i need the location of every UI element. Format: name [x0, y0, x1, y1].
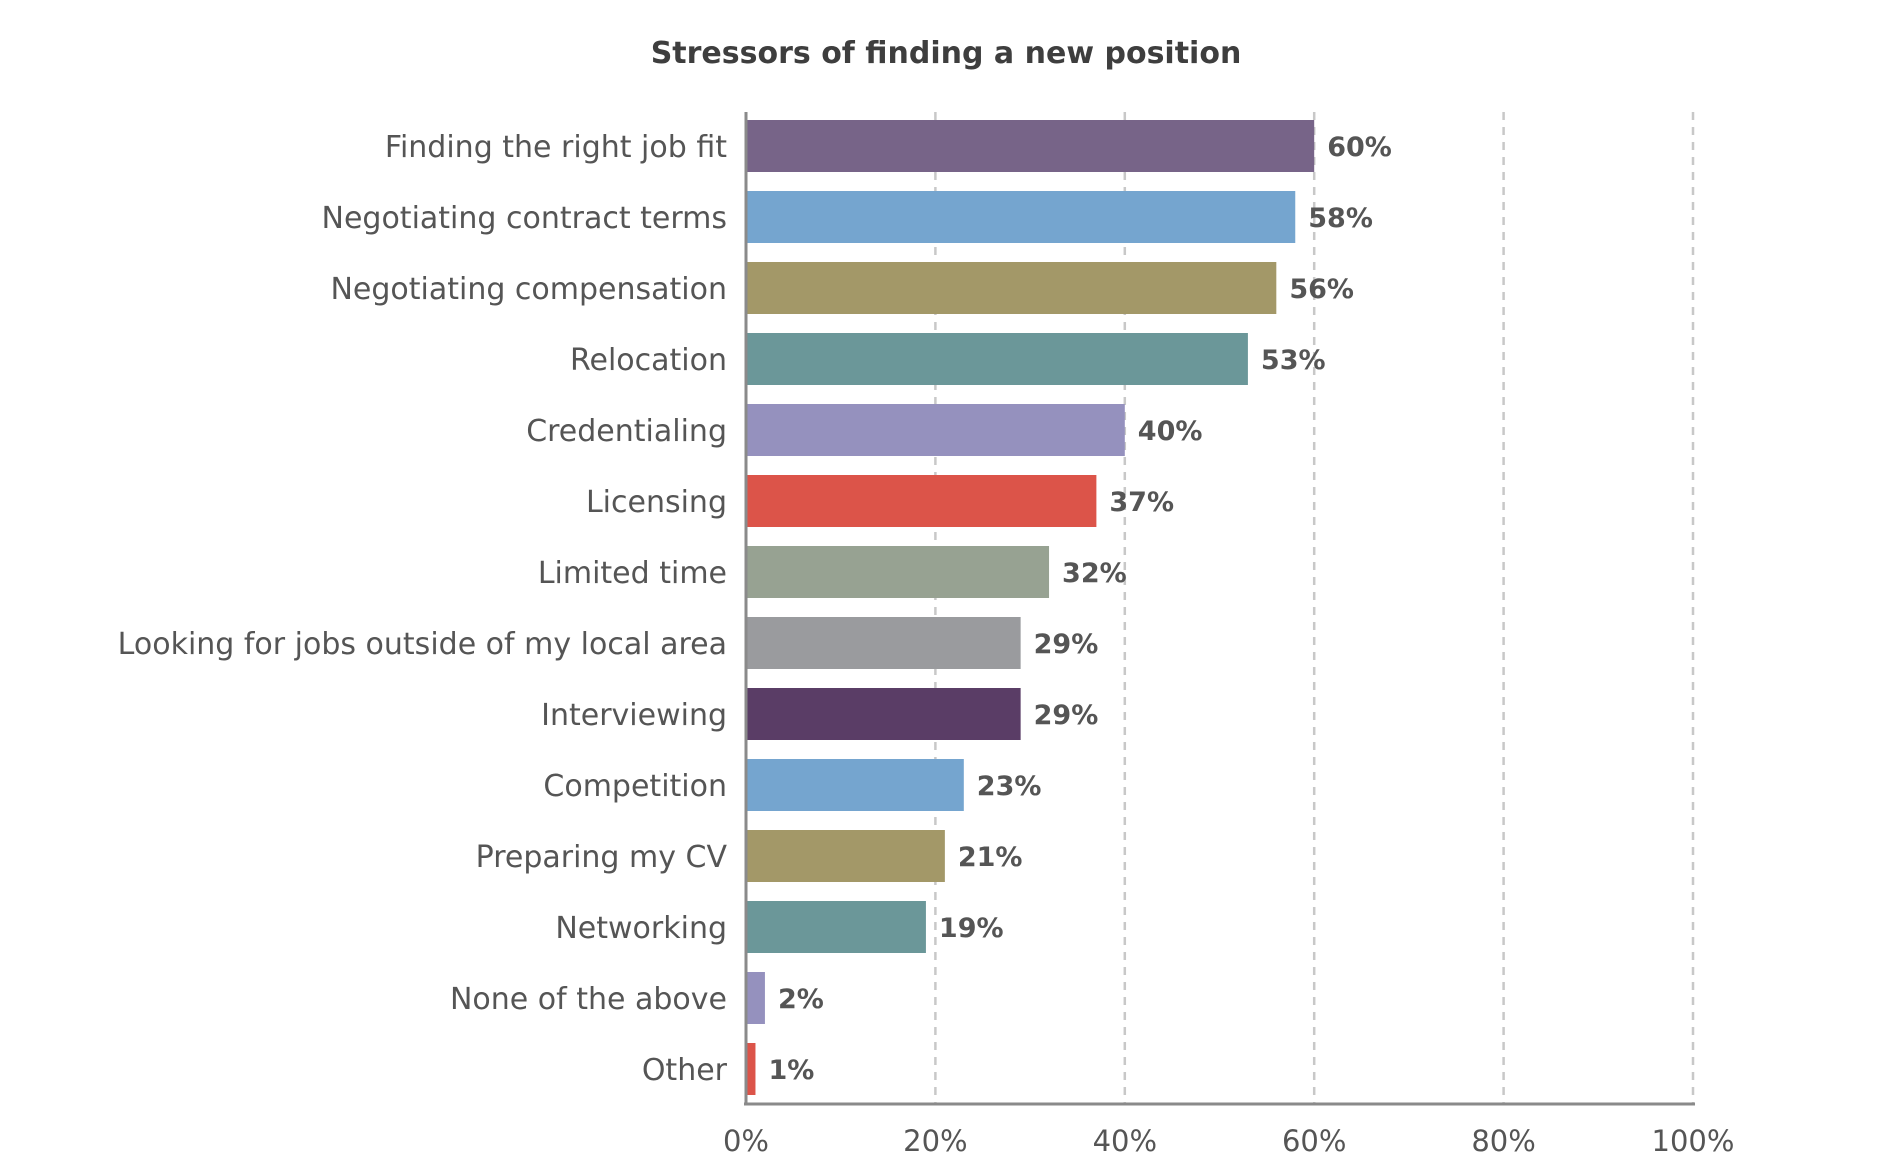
- value-label: 53%: [1261, 345, 1326, 376]
- x-tick-label: 20%: [903, 1124, 967, 1158]
- category-label: Competition: [543, 769, 727, 804]
- bar: [746, 901, 926, 953]
- value-label: 29%: [1034, 629, 1099, 660]
- bar: [746, 475, 1097, 527]
- bar: [746, 972, 765, 1024]
- category-label: None of the above: [450, 982, 727, 1017]
- bar: [746, 1043, 756, 1095]
- bar: [746, 333, 1248, 385]
- value-label: 19%: [939, 913, 1004, 944]
- value-label: 23%: [977, 771, 1042, 802]
- category-label: Relocation: [570, 343, 727, 378]
- category-label: Preparing my CV: [476, 840, 728, 875]
- value-label: 60%: [1327, 132, 1392, 163]
- category-label: Negotiating compensation: [330, 272, 727, 307]
- bar: [746, 404, 1125, 456]
- bar: [746, 262, 1277, 314]
- category-label: Licensing: [586, 485, 727, 520]
- value-label: 56%: [1289, 274, 1354, 305]
- chart-title: Stressors of finding a new position: [650, 36, 1242, 71]
- value-label: 2%: [778, 984, 824, 1015]
- category-label: Other: [642, 1053, 728, 1088]
- value-label: 58%: [1308, 203, 1373, 234]
- value-label: 32%: [1062, 558, 1127, 589]
- category-label: Interviewing: [541, 698, 727, 733]
- x-tick-label: 100%: [1652, 1124, 1735, 1158]
- category-label: Negotiating contract terms: [322, 201, 727, 236]
- bar: [746, 546, 1050, 598]
- value-label: 1%: [768, 1055, 814, 1086]
- bar: [746, 617, 1021, 669]
- value-label: 40%: [1138, 416, 1203, 447]
- bar: [746, 120, 1315, 172]
- category-label: Looking for jobs outside of my local are…: [118, 627, 727, 662]
- x-tick-label: 80%: [1471, 1124, 1535, 1158]
- x-tick-label: 0%: [723, 1124, 769, 1158]
- value-label: 21%: [958, 842, 1023, 873]
- value-label: 37%: [1109, 487, 1174, 518]
- category-label: Networking: [555, 911, 727, 946]
- bar: [746, 688, 1021, 740]
- category-label: Finding the right job fit: [385, 130, 727, 165]
- value-label: 29%: [1034, 700, 1099, 731]
- x-tick-label: 40%: [1093, 1124, 1157, 1158]
- bar: [746, 830, 945, 882]
- bar: [746, 759, 964, 811]
- bar: [746, 191, 1296, 243]
- category-label: Limited time: [538, 556, 727, 591]
- x-tick-label: 60%: [1282, 1124, 1346, 1158]
- category-label: Credentialing: [526, 414, 727, 449]
